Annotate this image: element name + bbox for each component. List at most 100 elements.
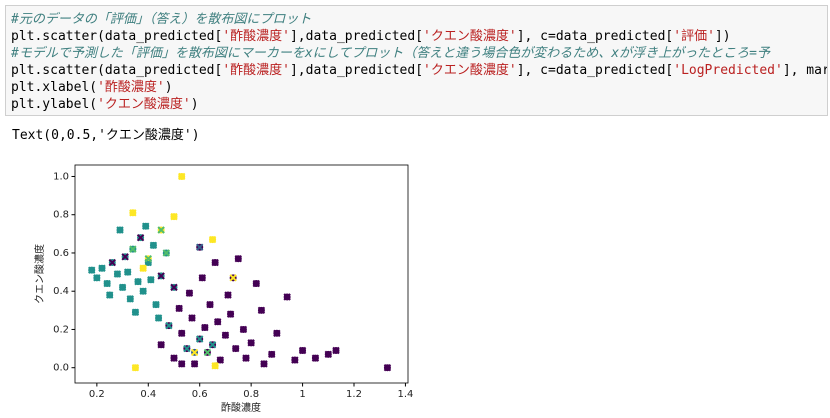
point-x: [178, 329, 186, 337]
point-x: [208, 341, 217, 349]
point-x: [188, 314, 196, 322]
x-tick-label: 1.2: [346, 389, 362, 400]
point-x: [216, 356, 224, 364]
point-x: [170, 283, 178, 292]
x-tick-label: 0.2: [89, 389, 105, 400]
point-x: [208, 235, 217, 244]
point-x: [116, 226, 124, 234]
point-x: [162, 249, 170, 257]
y-tick-label: 0.8: [53, 210, 69, 221]
code-token: plt.xlabel(: [11, 80, 98, 95]
code-token: '酢酸濃度': [222, 29, 290, 44]
code-token: '酢酸濃度': [97, 80, 165, 95]
y-axis-label: クエン酸濃度: [33, 244, 46, 304]
point-x: [93, 274, 101, 282]
point-x: [121, 253, 129, 261]
code-token: #元のデータの「評価」（答え）を散布図にプロット: [11, 12, 312, 27]
point-x: [131, 363, 140, 372]
point-x: [129, 209, 137, 217]
point-x: [178, 172, 186, 181]
y-tick-label: 0.6: [53, 248, 69, 259]
code-token: 'クエン酸濃度': [97, 97, 191, 112]
code-token: plt.scatter(data_predicted[: [11, 63, 223, 78]
point-x: [311, 354, 320, 362]
point-x: [232, 344, 240, 353]
x-axis-label: 酢酸濃度: [221, 401, 261, 414]
point-x: [152, 300, 160, 309]
point-x: [214, 318, 222, 326]
point-x: [157, 341, 165, 349]
cell-output: Text(0,0.5,'クエン酸濃度'): [12, 128, 200, 143]
point-x: [147, 276, 155, 284]
point-x: [190, 348, 199, 357]
code-token: '評価': [673, 29, 715, 44]
point-x: [88, 266, 96, 274]
point-x: [283, 293, 291, 301]
code-token: 'LogPredicted': [673, 63, 783, 78]
point-x: [103, 279, 111, 288]
point-x: [234, 254, 242, 263]
code-token: '酢酸濃度': [222, 63, 290, 78]
point-x: [118, 283, 127, 292]
point-x: [247, 339, 255, 347]
point-x: [170, 354, 178, 362]
chart: 酢酸濃度 クエン酸濃度 0.2 0.4 0.6 0.8 1 1.2 1.4 0.0 0.2 0.4…: [33, 164, 413, 414]
y-tick-label: 0.2: [53, 324, 69, 335]
point-x: [139, 264, 147, 272]
point-x: [291, 356, 299, 364]
code-token: 'クエン酸濃度': [423, 63, 517, 78]
x-tick-label: 0.8: [243, 389, 259, 400]
point-x: [198, 274, 206, 282]
code-cell[interactable]: #元のデータの「評価」（答え）を散布図にプロット plt.scatter(data…: [5, 5, 828, 116]
point-x: [332, 346, 340, 355]
code-token: ],data_predicted[: [289, 63, 424, 78]
point-x: [134, 277, 142, 286]
code-token: plt.ylabel(: [11, 97, 98, 112]
point-x: [268, 350, 276, 359]
point-x: [157, 226, 165, 234]
x-tick-label: 0.4: [140, 389, 156, 400]
point-x: [206, 300, 214, 309]
code-token: ], c=data_predicted[: [516, 63, 674, 78]
point-x: [221, 331, 230, 339]
y-tick-label: 0.4: [53, 286, 69, 297]
point-x: [229, 274, 237, 282]
point-x: [108, 258, 116, 267]
point-x: [190, 360, 199, 368]
code-line: plt.xlabel('酢酸濃度'): [11, 79, 827, 96]
code-token: ]): [714, 29, 731, 44]
code-token: plt.scatter(data_predicted[: [11, 29, 223, 44]
point-x: [260, 360, 268, 368]
code-line: #モデルで予測した「評価」を散布図にマーカーをxにしてプロット（答えと違う場合色…: [11, 45, 827, 62]
point-x: [113, 270, 122, 278]
point-x: [149, 241, 158, 250]
code-token: 'クエン酸濃度': [423, 29, 517, 44]
point-x: [139, 287, 147, 295]
point-x: [129, 245, 137, 253]
point-x: [126, 295, 134, 303]
y-tick-label: 0.0: [53, 363, 69, 374]
code-token: ): [164, 80, 173, 95]
code-line: plt.scatter(data_predicted['酢酸濃度'],data_…: [11, 28, 827, 45]
code-token: ): [190, 97, 199, 112]
point-x: [224, 291, 232, 299]
point-x: [383, 363, 392, 372]
point-x: [106, 291, 114, 299]
point-x: [196, 243, 204, 251]
code-line: plt.scatter(data_predicted['酢酸濃度'],data_…: [11, 62, 827, 79]
code-token: #モデルで予測した「評価」を散布図にマーカーをxにしてプロット（答えと違う場合色…: [11, 46, 770, 61]
point-x: [175, 304, 183, 313]
point-x: [211, 362, 219, 370]
point-x: [196, 335, 204, 343]
point-x: [203, 348, 212, 357]
point-x: [273, 329, 281, 337]
point-x: [154, 314, 163, 322]
point-x: [252, 279, 260, 288]
point-x: [124, 268, 132, 276]
x-tick-label: 1.4: [397, 389, 413, 400]
point-x: [131, 308, 140, 316]
point-x: [178, 360, 186, 368]
point-x: [142, 222, 150, 230]
point-x: [165, 321, 173, 330]
